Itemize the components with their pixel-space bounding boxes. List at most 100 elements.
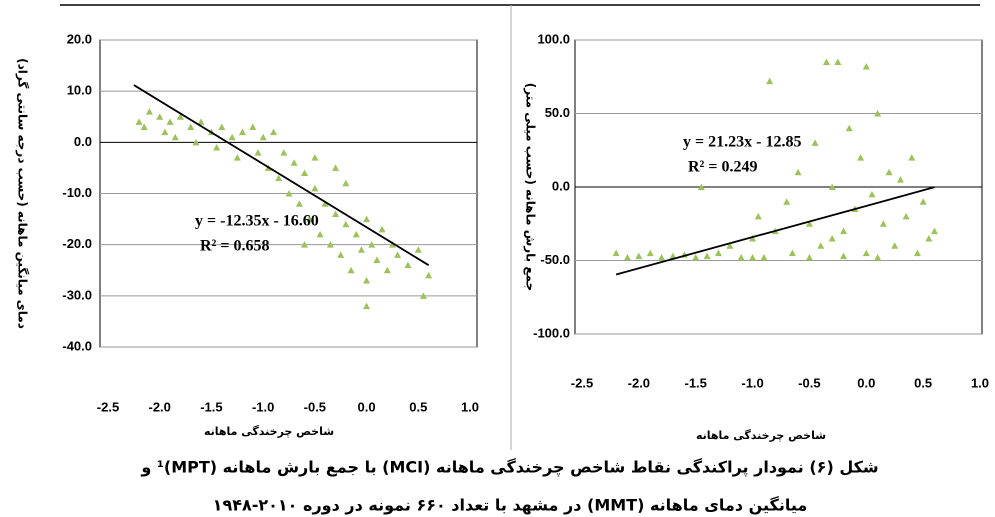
point (213, 143, 221, 151)
x-tick-label: -2.0 (628, 375, 650, 390)
point (301, 169, 309, 177)
y-tick-label: -50.0 (540, 252, 570, 267)
point (646, 249, 654, 257)
point (879, 220, 887, 227)
point (737, 254, 745, 261)
point (171, 133, 179, 141)
y-tick-label: -20.0 (62, 236, 92, 251)
x-axis-title: شاخص چرخندگی ماهانه (204, 425, 334, 438)
point (845, 124, 853, 132)
point (280, 149, 288, 156)
point (805, 220, 813, 227)
point (766, 77, 774, 85)
y-axis-title: دمای میانگین ماهانه (حسب درجه سانتی گراد… (16, 58, 30, 329)
y-tick-label: -40.0 (62, 338, 92, 353)
x-tick-label: 0.5 (409, 399, 427, 414)
point (249, 123, 257, 130)
point (840, 227, 848, 235)
x-tick-label: -2.0 (149, 399, 171, 414)
x-tick-label: -0.5 (798, 375, 820, 390)
trend-line (133, 84, 430, 266)
point (749, 254, 757, 261)
point (363, 276, 371, 284)
point (254, 149, 262, 156)
point (394, 251, 402, 258)
point (931, 227, 939, 235)
point (228, 133, 236, 141)
x-tick-label: -2.5 (571, 375, 593, 390)
point (749, 234, 757, 242)
point (828, 183, 836, 190)
point (726, 242, 734, 249)
y-tick-label: 0.0 (552, 178, 570, 193)
point (295, 200, 303, 207)
point (811, 139, 819, 146)
point (290, 159, 298, 166)
y-axis-title: جمع بارش ماهانه (حسب میلی متر) (524, 83, 538, 292)
point (913, 249, 921, 257)
y-tick-label: 100.0 (537, 31, 570, 46)
point (908, 154, 916, 161)
point (862, 62, 870, 70)
point (692, 254, 700, 261)
point (311, 154, 319, 161)
x-tick-label: -1.5 (200, 399, 222, 414)
point (218, 123, 226, 130)
x-tick-label: 0.5 (914, 375, 932, 390)
point (925, 234, 933, 242)
equation: y = 21.23x - 12.85 (683, 134, 801, 151)
point (862, 249, 870, 257)
point (326, 241, 334, 248)
point (760, 254, 768, 261)
point (658, 254, 666, 261)
point (332, 164, 340, 171)
y-tick-label: 50.0 (545, 105, 570, 120)
r-squared: R² = 0.249 (688, 159, 757, 176)
trend-line (615, 186, 935, 276)
point (337, 251, 345, 258)
point (233, 154, 241, 161)
x-tick-label: 0.0 (857, 375, 875, 390)
point (357, 246, 365, 253)
equation: y = -12.35x - 16.60 (195, 213, 319, 230)
point (342, 179, 350, 187)
point (425, 271, 433, 279)
point (275, 174, 283, 182)
y-tick-label: 10.0 (67, 83, 92, 98)
point (388, 241, 396, 248)
caption-line: شکل (۶) نمودار پراکندگی نقاط شاخص چرخندگ… (140, 458, 878, 478)
point (703, 252, 711, 260)
point (259, 133, 267, 141)
point (805, 254, 813, 261)
x-tick-label: -1.0 (741, 375, 763, 390)
point (419, 292, 427, 299)
point (156, 113, 164, 120)
y-tick-label: -10.0 (62, 185, 92, 200)
point (868, 190, 876, 198)
point (902, 212, 910, 220)
point (885, 168, 893, 176)
x-tick-label: -2.5 (97, 399, 119, 414)
point (352, 230, 360, 238)
point (828, 234, 836, 242)
point (891, 242, 899, 249)
point (378, 225, 386, 233)
point (285, 190, 293, 197)
point (840, 252, 848, 260)
point (269, 128, 277, 136)
point (919, 198, 927, 205)
y-tick-label: 20.0 (67, 31, 92, 46)
point (145, 108, 153, 115)
point (135, 118, 143, 125)
point (822, 58, 830, 66)
point (697, 183, 705, 190)
x-tick-label: -0.5 (304, 399, 326, 414)
point (306, 215, 314, 223)
point (714, 249, 722, 257)
point (635, 252, 643, 260)
point (612, 249, 620, 257)
caption-line: میانگین دمای ماهانه (MMT) در مشهد با تعد… (213, 496, 808, 515)
point (166, 118, 174, 125)
point (754, 212, 762, 220)
